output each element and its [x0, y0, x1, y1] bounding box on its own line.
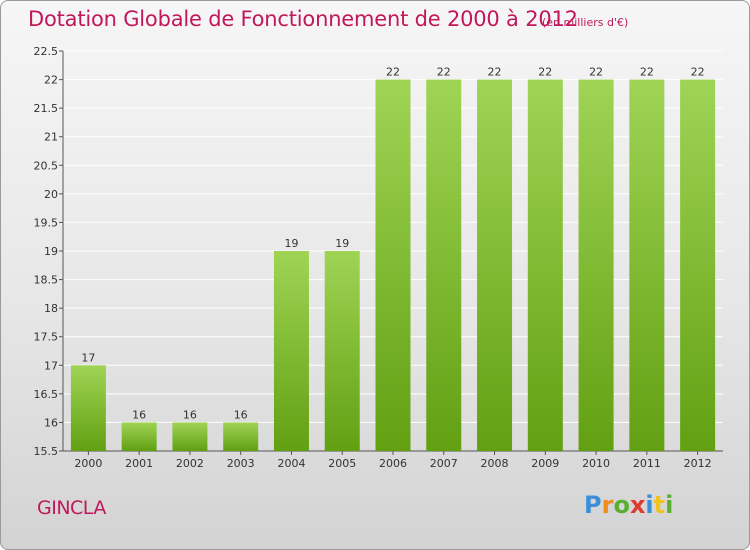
x-tick-label: 2006	[379, 457, 407, 470]
x-tick-label: 2001	[125, 457, 153, 470]
chart-title: Dotation Globale de Fonctionnement de 20…	[28, 7, 578, 31]
logo-letter: i	[665, 491, 674, 519]
bar-value-label: 16	[132, 408, 146, 421]
x-tick-label: 2012	[684, 457, 712, 470]
y-tick-label: 18	[44, 302, 58, 315]
labels: 17 2000 16 2001 16 2002 16 2003 19 2004 19 2005 22 20…	[74, 66, 711, 470]
bar-value-label: 22	[640, 66, 654, 79]
y-tick-label: 22	[44, 74, 58, 87]
x-tick-label: 2008	[481, 457, 509, 470]
bar	[426, 79, 462, 452]
y-tick-label: 17	[44, 359, 58, 372]
commune-name: GINCLA	[37, 497, 106, 519]
y-tick-label: 20	[44, 188, 58, 201]
bar-value-label: 16	[183, 408, 197, 421]
bar-value-label: 22	[538, 66, 552, 79]
y-tick-label: 16	[44, 416, 58, 429]
y-tick-label: 16.5	[34, 388, 59, 401]
bar	[680, 79, 716, 452]
y-tick-label: 17.5	[34, 331, 59, 344]
bar	[273, 251, 309, 451]
bar	[121, 422, 157, 451]
chart-subtitle: (en milliers d'€)	[542, 16, 629, 29]
proxiti-logo[interactable]: Proxiti	[584, 491, 673, 519]
y-tick-label: 21	[44, 131, 58, 144]
y-tick-label: 22.5	[34, 45, 59, 58]
x-tick-label: 2004	[277, 457, 305, 470]
logo-letter: r	[601, 491, 614, 519]
bar-value-label: 19	[284, 237, 298, 250]
logo-letter: o	[613, 491, 630, 519]
y-tick-label: 18.5	[34, 274, 59, 287]
logo-letter: t	[653, 491, 666, 519]
bar-value-label: 22	[691, 66, 705, 79]
bar	[324, 251, 360, 451]
x-tick-label: 2003	[227, 457, 255, 470]
bar-value-label: 22	[589, 66, 603, 79]
bar	[477, 79, 513, 452]
x-tick-label: 2005	[328, 457, 356, 470]
bar	[70, 365, 106, 451]
y-tick-label: 15.5	[34, 445, 59, 458]
x-tick-label: 2010	[582, 457, 610, 470]
x-tick-label: 2009	[531, 457, 559, 470]
bar	[629, 79, 665, 452]
logo-letter: i	[645, 491, 654, 519]
bar	[578, 79, 614, 452]
y-tick-label: 19.5	[34, 216, 59, 229]
x-tick-label: 2000	[74, 457, 102, 470]
bar	[375, 79, 411, 452]
bar	[527, 79, 563, 452]
bar-value-label: 22	[437, 66, 451, 79]
bar	[223, 422, 259, 451]
bar-value-label: 16	[234, 408, 248, 421]
bar-value-label: 19	[335, 237, 349, 250]
bar	[172, 422, 208, 451]
logo-letter: x	[629, 491, 646, 519]
y-tick-label: 21.5	[34, 102, 59, 115]
x-tick-label: 2011	[633, 457, 661, 470]
bar-value-label: 22	[386, 66, 400, 79]
y-tick-label: 20.5	[34, 159, 59, 172]
x-tick-label: 2007	[430, 457, 458, 470]
bar-value-label: 22	[488, 66, 502, 79]
bars	[70, 79, 716, 452]
y-tick-label: 19	[44, 245, 58, 258]
logo-letter: P	[584, 491, 602, 519]
bar-value-label: 17	[81, 351, 95, 364]
x-tick-label: 2002	[176, 457, 204, 470]
